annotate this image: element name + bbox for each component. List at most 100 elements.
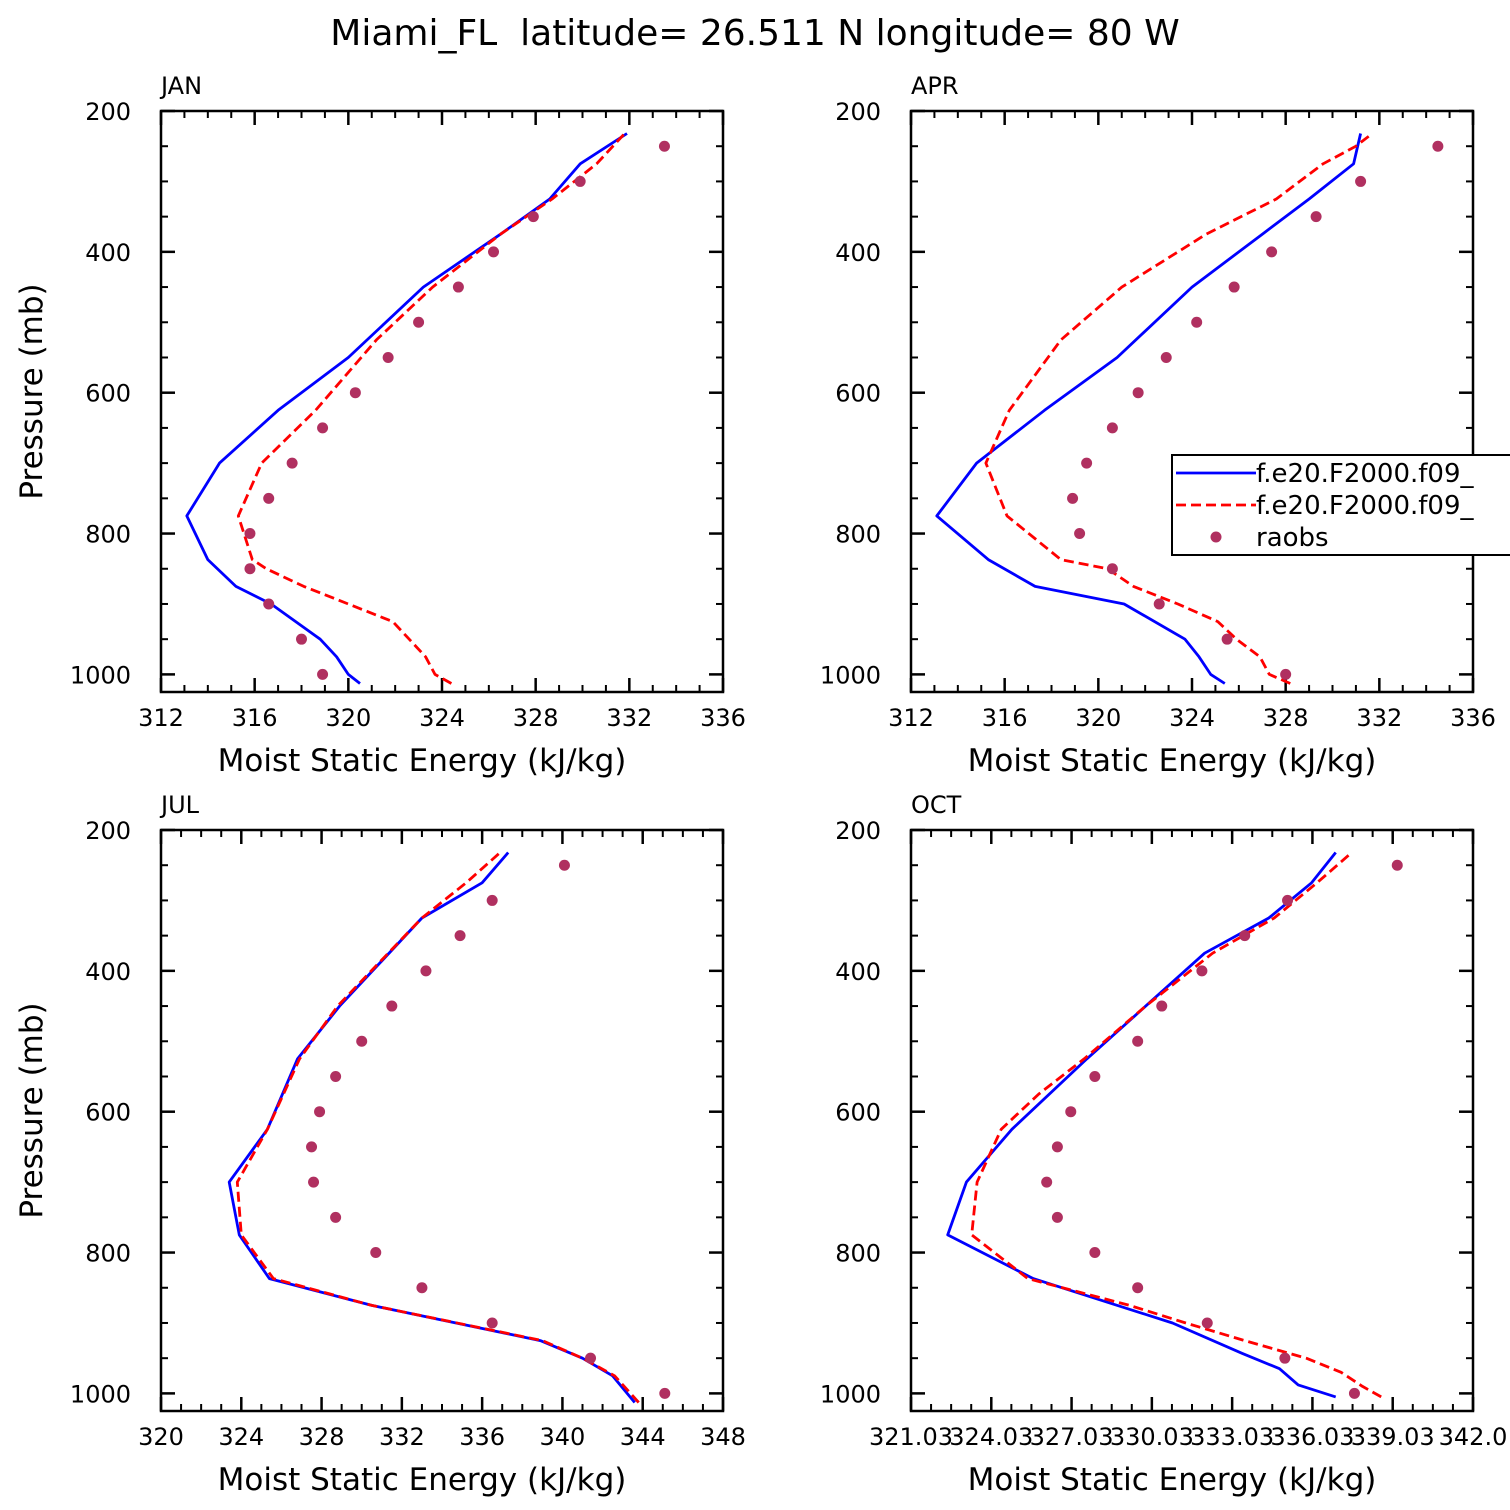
raobs-point (263, 492, 275, 504)
raobs-point (263, 598, 275, 610)
x-tick-label: 332 (1356, 704, 1402, 732)
x-tick-label: 324 (419, 704, 465, 732)
raobs-point (488, 246, 500, 258)
raobs-point (1196, 965, 1208, 977)
raobs-point (386, 1000, 398, 1012)
raobs-point (382, 351, 394, 363)
y-tick-label: 1000 (70, 1380, 131, 1408)
y-tick-label: 400 (835, 239, 881, 267)
y-axis-label: Pressure (mb) (14, 1002, 50, 1218)
y-tick-label: 200 (85, 817, 131, 845)
raobs-point (244, 563, 256, 575)
raobs-point (314, 1106, 326, 1118)
raobs-point (1432, 140, 1444, 152)
x-tick-label: 340 (540, 1423, 586, 1451)
x-tick-label: 328 (513, 704, 559, 732)
raobs-point (1153, 598, 1165, 610)
raobs-point (1280, 668, 1292, 680)
raobs-point (1106, 422, 1118, 434)
raobs-point (420, 965, 432, 977)
raobs-point (486, 1317, 498, 1329)
raobs-point (413, 316, 425, 328)
x-tick-label: 328 (1263, 704, 1309, 732)
x-tick-label: 332 (379, 1423, 425, 1451)
x-tick-label: 320 (325, 704, 371, 732)
x-tick-label: 330.03 (1110, 1423, 1194, 1451)
raobs-point (356, 1035, 368, 1047)
y-tick-label: 400 (835, 958, 881, 986)
x-tick-label: 320 (138, 1423, 184, 1451)
y-tick-label: 800 (85, 1240, 131, 1268)
x-axis-label: Moist Static Energy (kJ/kg) (218, 743, 627, 779)
y-axis-label: Pressure (mb) (14, 283, 50, 499)
raobs-point (527, 211, 539, 223)
panel-label-jul: JUL (159, 791, 200, 819)
panel-label-apr: APR (911, 72, 959, 100)
panel-label-oct: OCT (911, 791, 962, 819)
y-tick-label: 800 (835, 1240, 881, 1268)
series-group-apr (935, 132, 1444, 685)
x-tick-label: 342.0 (1439, 1423, 1508, 1451)
x-axis-label: Moist Static Energy (kJ/kg) (968, 1462, 1377, 1498)
y-tick-label: 600 (85, 1099, 131, 1127)
x-tick-label: 344 (620, 1423, 666, 1451)
x-tick-label: 320 (1075, 704, 1121, 732)
raobs-point (296, 633, 307, 645)
series-group-jan (185, 132, 670, 685)
raobs-point (486, 894, 498, 906)
x-tick-label: 339.03 (1351, 1423, 1435, 1451)
series-line-model-2 (984, 132, 1374, 685)
raobs-point (1132, 1035, 1144, 1047)
series-line-model-2 (235, 851, 640, 1404)
x-tick-label: 336 (1450, 704, 1496, 732)
raobs-point (454, 930, 466, 942)
raobs-point (286, 457, 298, 469)
series-line-model-2 (970, 851, 1382, 1399)
legend-marker-raobs (1210, 531, 1222, 543)
raobs-point (1051, 1211, 1063, 1223)
x-axis-label: Moist Static Energy (kJ/kg) (968, 743, 1377, 779)
raobs-point (1310, 211, 1322, 223)
raobs-point (452, 281, 464, 293)
raobs-point (659, 1387, 671, 1399)
legend-label: raobs (1256, 523, 1329, 553)
y-tick-label: 1000 (820, 1380, 881, 1408)
x-tick-label: 324 (1169, 704, 1215, 732)
raobs-point (1132, 1282, 1144, 1294)
raobs-point (1348, 1387, 1360, 1399)
y-tick-label: 600 (85, 380, 131, 408)
panel-jan: JAN 312 316 320 324 328 332 336 200 400 600 800 1000… (14, 72, 746, 779)
raobs-point (558, 859, 570, 871)
series-group-oct (946, 851, 1403, 1399)
y-tick-label: 1000 (70, 661, 131, 689)
raobs-point (1106, 563, 1118, 575)
x-tick-label: 312 (138, 704, 184, 732)
raobs-point (574, 175, 586, 187)
y-tick-label: 200 (835, 817, 881, 845)
x-tick-label: 328 (299, 1423, 345, 1451)
raobs-point (1160, 351, 1172, 363)
raobs-point (1081, 457, 1093, 469)
x-tick-label: 324.03 (949, 1423, 1033, 1451)
raobs-point (317, 422, 329, 434)
x-tick-label: 348 (700, 1423, 746, 1451)
y-tick-label: 800 (85, 521, 131, 549)
raobs-point (1221, 633, 1233, 645)
legend-label: f.e20.F2000.f09_ (1256, 459, 1474, 489)
x-tick-label: 327.03 (1030, 1423, 1114, 1451)
y-tick-label: 200 (835, 98, 881, 126)
raobs-point (658, 140, 670, 152)
y-tick-label: 1000 (820, 661, 881, 689)
x-tick-label: 336.03 (1270, 1423, 1354, 1451)
panel-label-jan: JAN (159, 72, 202, 100)
raobs-point (306, 1141, 318, 1153)
raobs-point (1132, 387, 1144, 399)
raobs-point (330, 1070, 342, 1082)
raobs-point (308, 1176, 320, 1188)
raobs-point (1201, 1317, 1213, 1329)
raobs-point (1282, 894, 1294, 906)
series-group-jul (227, 851, 671, 1404)
y-tick-label: 600 (835, 1099, 881, 1127)
